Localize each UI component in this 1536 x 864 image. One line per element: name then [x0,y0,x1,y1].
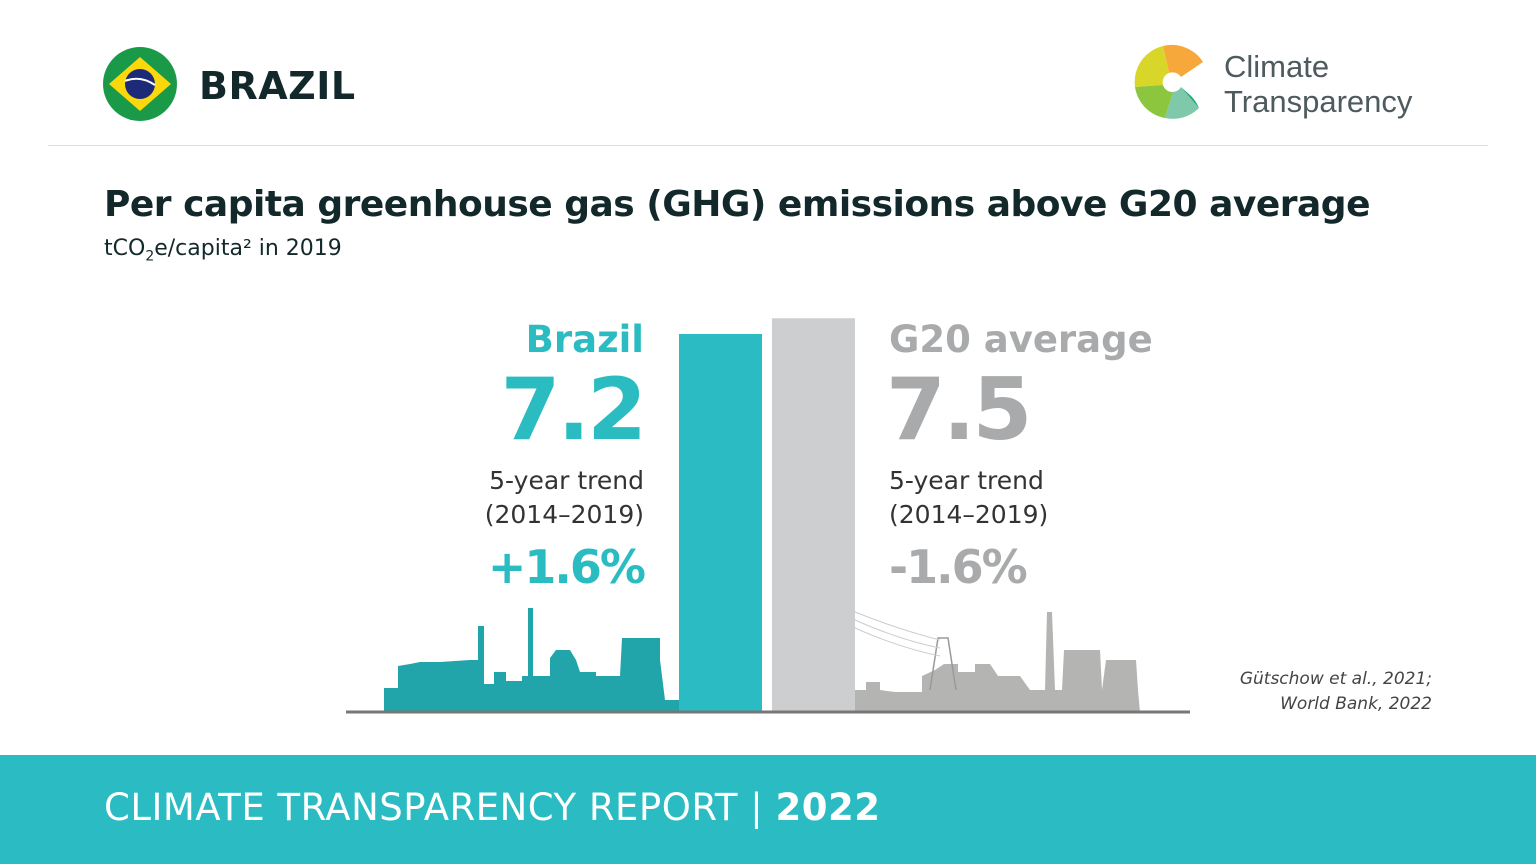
brazil-trend-value: +1.6% [487,540,646,594]
unit-sub: 2 [145,248,155,265]
unit-post: e/capita² in 2019 [154,236,342,261]
chart-title: Per capita greenhouse gas (GHG) emission… [104,184,1371,225]
bar-brazil [679,334,762,712]
brand-line-1: Climate [1224,49,1330,84]
climate-transparency-logo-icon [1134,44,1203,119]
footer-label: CLIMATE TRANSPARENCY REPORT [104,786,738,829]
trend-line-2: (2014–2019) [484,500,644,529]
footer-year: 2022 [775,786,881,829]
bar-g20-average [772,318,855,712]
chart-area [346,318,1190,714]
brand-line-2: Transparency [1224,84,1413,119]
brazil-trend-label: 5-year trend (2014–2019) [485,464,644,532]
footer-separator: | [750,786,764,829]
country-name: BRAZIL [199,64,356,108]
g20-label: G20 average [889,318,1153,361]
brazil-flag-icon [103,47,177,121]
chart-subtitle: tCO2e/capita² in 2019 [104,236,342,264]
brazil-value: 7.2 [500,360,647,460]
trend-line-1: 5-year trend [489,466,644,495]
footer-bar [0,755,1536,864]
source-note: Gütschow et al., 2021; World Bank, 2022 [1240,667,1432,717]
footer-text: CLIMATE TRANSPARENCY REPORT | 2022 [104,786,880,829]
g20-trend-label: 5-year trend (2014–2019) [889,464,1048,532]
g20-trend-value: -1.6% [889,540,1028,594]
unit-pre: tCO [104,236,146,261]
trend-line-2: (2014–2019) [889,500,1049,529]
g20-value: 7.5 [886,360,1032,460]
bars [679,318,855,712]
brazil-skyline [384,608,679,712]
brazil-label: Brazil [525,318,644,361]
source-line-1: Gütschow et al., 2021; [1239,669,1432,689]
header-divider [48,145,1488,146]
trend-line-1: 5-year trend [889,466,1044,495]
source-line-2: World Bank, 2022 [1280,694,1432,714]
brand-name: Climate Transparency [1224,49,1412,119]
g20-skyline [854,611,1140,712]
